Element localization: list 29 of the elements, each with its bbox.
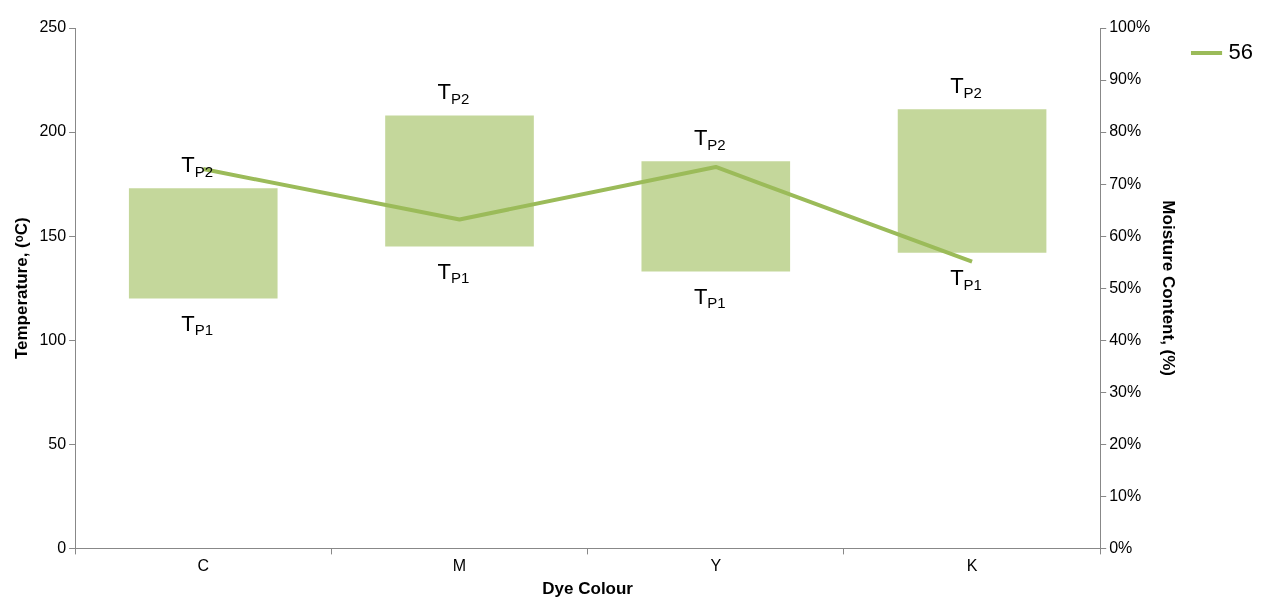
y2-tick-label: 50% xyxy=(1109,278,1142,296)
x-tick-label: M xyxy=(452,557,467,575)
y-tick-label: 150 xyxy=(39,226,67,244)
y-tick-label: 100 xyxy=(39,330,67,348)
x-tick-label: Y xyxy=(710,557,722,575)
y-tick-label: 0 xyxy=(57,538,67,556)
y2-tick-label: 0% xyxy=(1109,538,1133,556)
x-axis-title: Dye Colour xyxy=(542,579,634,599)
bar xyxy=(128,188,278,299)
y2-tick-label: 20% xyxy=(1109,434,1142,452)
y2-tick-label: 10% xyxy=(1109,486,1142,504)
y2-tick-label: 60% xyxy=(1109,226,1142,244)
y-tick-label: 250 xyxy=(39,18,67,36)
y2-tick-label: 70% xyxy=(1109,174,1142,192)
x-tick-label: C xyxy=(197,557,210,575)
y2-tick-label: 40% xyxy=(1109,330,1142,348)
bar xyxy=(641,161,791,272)
y2-axis-title: Moisture Content, (%) xyxy=(1158,200,1178,377)
y-axis-title: Temperature, (ᵒC) xyxy=(11,217,31,360)
x-tick-label: K xyxy=(966,557,978,575)
y-tick-label: 200 xyxy=(39,122,67,140)
y-tick-label: 50 xyxy=(48,434,67,452)
y2-tick-label: 90% xyxy=(1109,70,1142,88)
legend-label: 56 xyxy=(1228,39,1254,65)
y2-tick-label: 80% xyxy=(1109,122,1142,140)
bar xyxy=(897,109,1047,253)
y2-tick-label: 100% xyxy=(1109,18,1151,36)
bar xyxy=(385,115,534,247)
y2-tick-label: 30% xyxy=(1109,382,1142,400)
